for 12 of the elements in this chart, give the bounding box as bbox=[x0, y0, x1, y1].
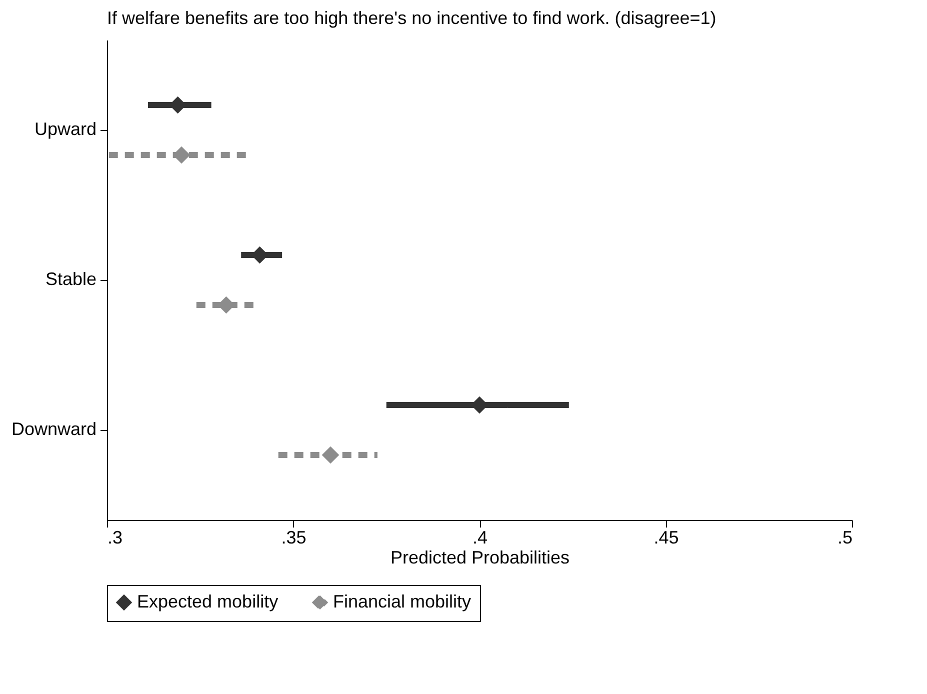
legend-label: Expected mobility bbox=[137, 591, 278, 612]
x-axis-title: Predicted Probabilities bbox=[390, 548, 570, 568]
y-tick-label: Stable bbox=[45, 269, 96, 289]
x-tick-label: .35 bbox=[281, 528, 306, 548]
chart-title: If welfare benefits are too high there's no incentive to find work. (disagree=1) bbox=[107, 8, 716, 28]
x-tick-label: .45 bbox=[654, 528, 679, 548]
y-tick-label: Downward bbox=[11, 419, 96, 439]
x-tick-label: .5 bbox=[837, 528, 852, 548]
legend-label: Financial mobility bbox=[333, 591, 472, 612]
x-tick-label: .4 bbox=[472, 528, 488, 548]
y-tick-label: Upward bbox=[34, 119, 96, 139]
x-tick-label: .3 bbox=[108, 528, 123, 548]
